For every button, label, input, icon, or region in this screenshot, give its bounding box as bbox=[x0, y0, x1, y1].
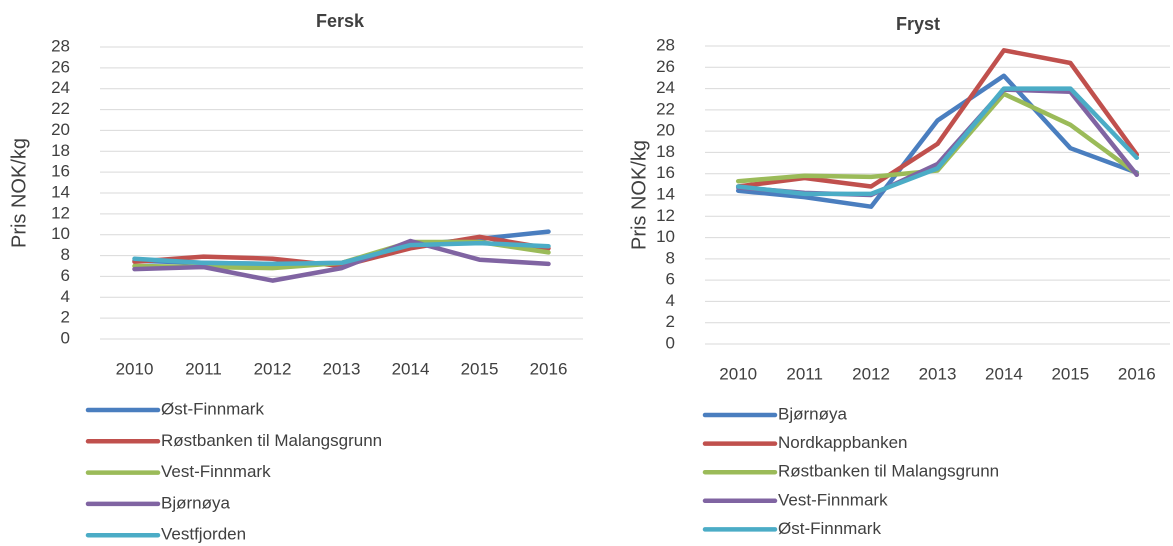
y-tick-label: 20 bbox=[656, 121, 675, 140]
x-tick-label: 2012 bbox=[254, 359, 292, 378]
x-tick-label: 2011 bbox=[185, 359, 222, 378]
legend-label: Bjørnøya bbox=[161, 493, 231, 512]
legend-label: Vest-Finnmark bbox=[778, 490, 888, 509]
x-tick-label: 2016 bbox=[1118, 364, 1156, 383]
x-tick-label: 2011 bbox=[786, 364, 823, 383]
chart-title: Fersk bbox=[316, 11, 365, 31]
legend-label: Øst-Finnmark bbox=[161, 399, 264, 418]
y-tick-label: 6 bbox=[61, 266, 70, 285]
x-tick-label: 2016 bbox=[530, 359, 568, 378]
y-tick-label: 18 bbox=[51, 141, 70, 160]
x-tick-label: 2012 bbox=[852, 364, 890, 383]
legend-label: Vest-Finnmark bbox=[161, 462, 271, 481]
y-tick-label: 2 bbox=[61, 308, 70, 327]
y-tick-label: 14 bbox=[51, 182, 70, 201]
x-tick-label: 2014 bbox=[985, 364, 1023, 383]
series-line bbox=[132, 238, 551, 283]
y-tick-label: 20 bbox=[51, 120, 70, 139]
series-line bbox=[132, 240, 551, 267]
y-tick-label: 2 bbox=[666, 312, 675, 331]
series-line bbox=[735, 86, 1140, 197]
legend-label: Bjørnøya bbox=[778, 404, 848, 423]
legend-label: Røstbanken til Malangsgrunn bbox=[778, 462, 999, 481]
y-tick-label: 28 bbox=[656, 35, 675, 54]
x-tick-label: 2015 bbox=[1051, 364, 1089, 383]
y-tick-label: 8 bbox=[666, 248, 675, 267]
x-tick-label: 2014 bbox=[392, 359, 430, 378]
y-tick-label: 12 bbox=[51, 203, 70, 222]
x-tick-label: 2015 bbox=[461, 359, 499, 378]
y-tick-label: 24 bbox=[656, 78, 675, 97]
x-tick-label: 2013 bbox=[919, 364, 957, 383]
x-tick-label: 2010 bbox=[719, 364, 757, 383]
legend-label: Vestfjorden bbox=[161, 525, 246, 544]
x-tick-label: 2010 bbox=[116, 359, 154, 378]
y-tick-label: 4 bbox=[666, 291, 675, 310]
y-tick-label: 12 bbox=[656, 206, 675, 225]
y-axis-title: Pris NOK/kg bbox=[8, 138, 30, 248]
y-tick-label: 14 bbox=[656, 184, 675, 203]
legend-label: Nordkappbanken bbox=[778, 433, 907, 452]
y-tick-label: 8 bbox=[61, 245, 70, 264]
y-tick-label: 0 bbox=[666, 333, 675, 352]
y-tick-label: 0 bbox=[61, 328, 70, 347]
y-tick-label: 10 bbox=[656, 227, 675, 246]
series-line bbox=[735, 73, 1140, 209]
legend-label: Røstbanken til Malangsgrunn bbox=[161, 431, 382, 450]
y-tick-label: 6 bbox=[666, 270, 675, 289]
x-tick-label: 2013 bbox=[323, 359, 361, 378]
y-tick-label: 18 bbox=[656, 142, 675, 161]
y-axis-title: Pris NOK/kg bbox=[628, 140, 650, 250]
chart-title: Fryst bbox=[896, 14, 940, 34]
y-tick-label: 22 bbox=[51, 99, 70, 118]
y-tick-label: 26 bbox=[656, 57, 675, 76]
y-tick-label: 4 bbox=[61, 287, 70, 306]
y-tick-label: 24 bbox=[51, 78, 70, 97]
y-tick-label: 26 bbox=[51, 57, 70, 76]
y-tick-label: 10 bbox=[51, 224, 70, 243]
y-tick-label: 28 bbox=[51, 36, 70, 55]
y-tick-label: 16 bbox=[656, 163, 675, 182]
legend-label: Øst-Finnmark bbox=[778, 519, 881, 538]
y-tick-label: 16 bbox=[51, 162, 70, 181]
y-tick-label: 22 bbox=[656, 99, 675, 118]
